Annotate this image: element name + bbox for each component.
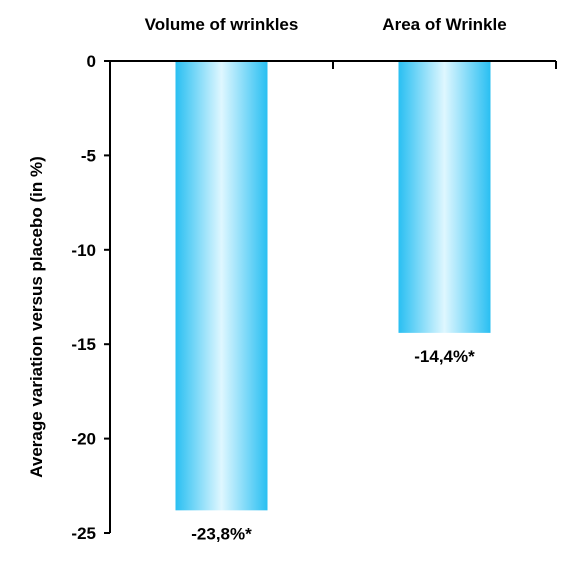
y-axis-title: Average variation versus placebo (in %) — [27, 156, 46, 478]
y-tick-label: 0 — [87, 52, 96, 71]
y-tick-label: -20 — [71, 430, 96, 449]
bar — [175, 62, 268, 511]
y-tick-label: -15 — [71, 335, 96, 354]
data-label: -14,4%* — [414, 347, 475, 366]
y-tick-label: -25 — [71, 524, 96, 543]
bar — [398, 62, 491, 333]
y-tick-label: -10 — [71, 241, 96, 260]
data-label: -23,8%* — [191, 524, 252, 543]
category-label: Volume of wrinkles — [145, 15, 299, 34]
y-tick-label: -5 — [81, 146, 96, 165]
category-label: Area of Wrinkle — [382, 15, 506, 34]
